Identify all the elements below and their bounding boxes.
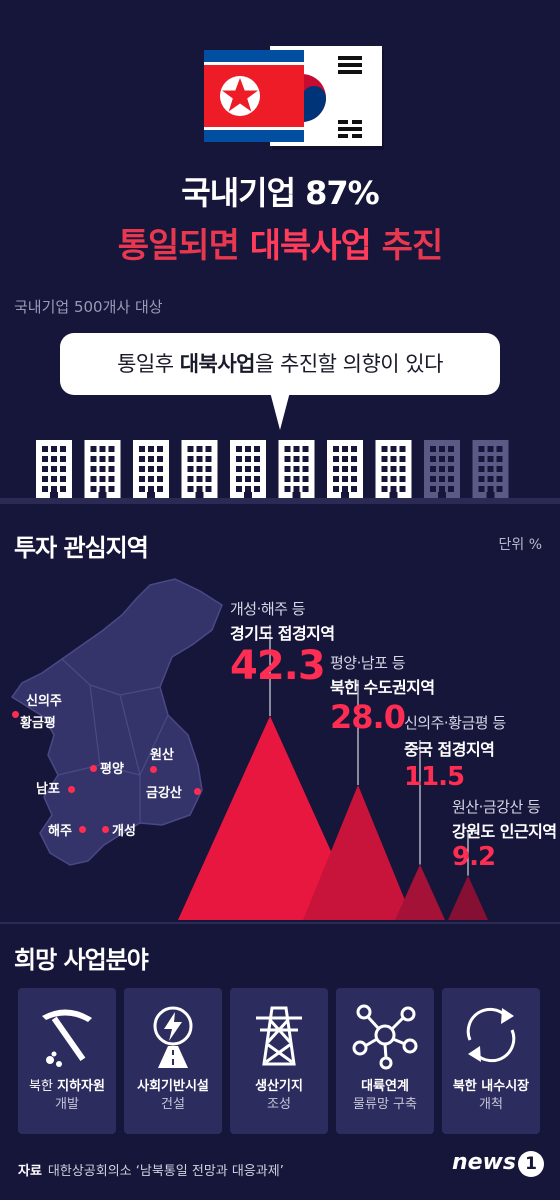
card4-line1: 대륙연계 [336, 1078, 434, 1096]
headline-line2-pre: 통일되면 [117, 226, 250, 266]
building-filled [230, 440, 266, 500]
business-card-production: 생산기지 조성 [230, 988, 328, 1134]
source-credit: 자료 대한상공회의소 ‘남북통일 전망과 대응과제’ [18, 1160, 284, 1179]
city-nampo: 남포 [36, 782, 60, 797]
headline-line1: 국내기업 87% [181, 174, 380, 212]
nampo-dot [68, 786, 75, 793]
recycle-arrows-icon [466, 1007, 516, 1063]
city-pyongyang: 평양 [100, 762, 124, 777]
network-icon [352, 1004, 418, 1070]
kaesong-dot [102, 826, 109, 833]
card3-line2: 조성 [267, 1097, 291, 1112]
card1-prefix: 북한 [29, 1079, 58, 1094]
building-filled [327, 440, 363, 500]
building-filled [181, 440, 218, 500]
card1-bold: 지하자원 [57, 1079, 105, 1094]
logo-number: 1 [518, 1151, 544, 1177]
region4-value: 9.2 [452, 842, 496, 872]
survey-scope: 국내기업 500개사 대상 [14, 298, 163, 316]
bubble-text-post: 을 추진할 의향이 있다 [255, 352, 443, 376]
sinuiju-dot [12, 711, 19, 718]
mountain-bar-2 [303, 784, 413, 920]
region1-value: 42.3 [230, 643, 326, 689]
region1-title: 경기도 접경지역 [230, 624, 335, 643]
card1-line2: 개발 [55, 1097, 79, 1112]
region2-value: 28.0 [330, 698, 406, 736]
business-card-resources: 북한 지하자원 개발 [18, 988, 116, 1134]
investment-section-title: 투자 관심지역 [14, 534, 149, 562]
card3-line1: 생산기지 [230, 1078, 328, 1096]
city-wonsan: 원산 [150, 748, 174, 763]
card1-line1: 북한 지하자원 [18, 1078, 116, 1096]
speech-bubble: 통일후 대북사업을 추진할 의향이 있다 [60, 333, 500, 395]
business-card-logistics: 대륙연계 물류망 구축 [336, 988, 434, 1134]
building-empty [472, 440, 509, 500]
region3-value: 11.5 [404, 762, 465, 792]
mountain-bar-1 [178, 716, 362, 920]
building-filled [133, 440, 169, 500]
card4-bold: 대륙연계 [361, 1079, 409, 1094]
card2-bold: 사회기반시설 [137, 1079, 209, 1094]
region2-subtitle: 평양·남포 등 [330, 654, 406, 672]
pickaxe-icon [42, 1009, 92, 1067]
unit-label: 단위 % [498, 537, 542, 553]
card4-line2: 물류망 구축 [353, 1097, 417, 1112]
building-filled [84, 440, 121, 500]
north-korea-map [10, 578, 223, 866]
city-geumgangsan: 금강산 [146, 786, 182, 801]
infrastructure-icon [153, 1006, 193, 1068]
source-text: 대한상공회의소 ‘남북통일 전망과 대응과제’ [47, 1164, 284, 1179]
building-filled [278, 440, 315, 500]
building-filled [375, 440, 412, 500]
source-label: 자료 [18, 1164, 42, 1179]
card2-line2: 건설 [161, 1097, 185, 1112]
city-kaesong: 개성 [112, 824, 136, 839]
headline-line2: 통일되면 대북사업 추진 [0, 218, 560, 267]
city-haeju: 해주 [48, 824, 72, 839]
region4-title: 강원도 인근지역 [452, 822, 557, 841]
building-filled [36, 440, 72, 500]
region2-title: 북한 수도권지역 [330, 678, 435, 697]
headline-line2-post: 추진 [370, 226, 444, 266]
city-hwanggeumpyeong: 황금평 [20, 716, 56, 731]
mountain-bar-3 [395, 864, 445, 920]
bubble-text-pre: 통일후 [117, 352, 180, 376]
card5-line1: 북한 내수시장 [442, 1078, 540, 1096]
flags-illustration [204, 46, 384, 150]
business-card-market: 북한 내수시장 개척 [442, 988, 540, 1134]
pyongyang-dot [90, 765, 97, 772]
logo-text: news [451, 1150, 516, 1175]
news1-logo: news 1 [452, 1150, 544, 1177]
mountain-chart [178, 625, 488, 920]
speech-bubble-tail [270, 392, 290, 430]
ground-line [0, 498, 560, 504]
haeju-dot [79, 826, 86, 833]
wonsan-dot [150, 766, 157, 773]
buildings-pictogram [36, 440, 509, 500]
city-sinuiju: 신의주 [26, 694, 62, 709]
card3-bold: 생산기지 [255, 1079, 303, 1094]
business-section-title: 희망 사업분야 [14, 946, 149, 974]
region1-subtitle: 개성·해주 등 [230, 600, 306, 618]
region3-subtitle: 신의주·황금평 등 [404, 714, 506, 732]
mountain-bar-4 [448, 875, 488, 920]
region4-subtitle: 원산·금강산 등 [452, 798, 541, 816]
north-korea-flag [204, 50, 304, 142]
card5-line2: 개척 [479, 1097, 503, 1112]
card5-bold: 북한 내수시장 [452, 1079, 530, 1094]
building-empty [424, 440, 460, 500]
headline-line2-emphasis: 대북사업 [249, 226, 372, 266]
region3-title: 중국 접경지역 [404, 740, 495, 759]
geumgangsan-dot [194, 788, 201, 795]
section-divider [0, 922, 560, 924]
business-card-infrastructure: 사회기반시설 건설 [124, 988, 222, 1134]
bubble-text-strong: 대북사업 [179, 352, 256, 376]
power-tower-icon [256, 1006, 302, 1066]
card2-line1: 사회기반시설 [124, 1078, 222, 1096]
